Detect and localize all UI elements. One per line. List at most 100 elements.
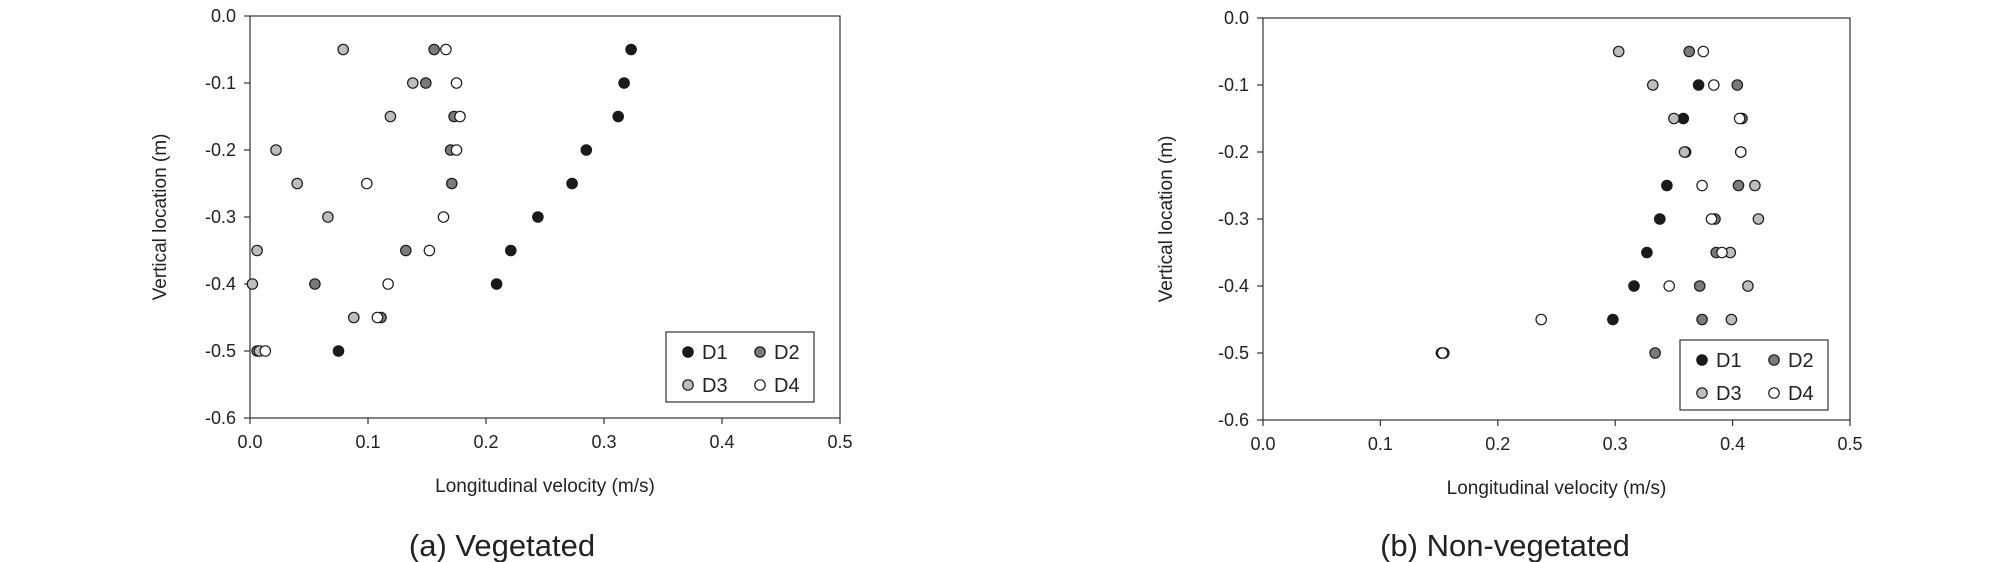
data-point-d1 bbox=[490, 278, 503, 290]
data-point-d4 bbox=[1735, 146, 1747, 158]
series-d3 bbox=[1438, 45, 1765, 359]
y-tick-label: 0.0 bbox=[1224, 8, 1249, 28]
x-tick-label: 0.4 bbox=[1720, 434, 1745, 454]
data-point-d4 bbox=[1697, 45, 1710, 58]
data-point-d1 bbox=[612, 110, 624, 123]
data-point-d4 bbox=[423, 244, 436, 257]
data-point-d4 bbox=[1535, 313, 1547, 326]
series-d4 bbox=[259, 43, 466, 357]
y-tick-label: -0.3 bbox=[205, 207, 236, 227]
legend-label-d4: D4 bbox=[774, 375, 800, 397]
x-tick-label: 0.2 bbox=[1485, 434, 1510, 454]
data-point-d3 bbox=[1725, 313, 1738, 326]
data-point-d3 bbox=[384, 110, 397, 123]
legend-label-d2: D2 bbox=[1788, 350, 1814, 372]
data-point-d3 bbox=[1749, 179, 1761, 192]
y-tick-label: -0.6 bbox=[205, 408, 236, 428]
data-point-d1 bbox=[504, 244, 517, 257]
data-point-d3 bbox=[270, 144, 282, 156]
data-point-d4 bbox=[382, 278, 394, 290]
data-point-d4 bbox=[1708, 79, 1720, 91]
legend-marker-d2 bbox=[1768, 354, 1780, 366]
x-tick-label: 0.3 bbox=[591, 432, 616, 452]
data-point-d4 bbox=[259, 345, 272, 357]
data-point-d4 bbox=[454, 110, 466, 123]
data-point-d3 bbox=[1678, 146, 1691, 158]
data-point-d3 bbox=[322, 211, 334, 223]
data-point-d2 bbox=[1696, 313, 1708, 326]
data-point-d1 bbox=[532, 211, 544, 223]
legend-marker-d1 bbox=[1696, 354, 1708, 366]
data-point-d2 bbox=[1683, 45, 1695, 58]
legend-marker-d2 bbox=[754, 346, 766, 358]
data-point-d4 bbox=[1663, 280, 1675, 292]
x-tick-label: 0.2 bbox=[473, 432, 498, 452]
data-point-d4 bbox=[1733, 112, 1746, 125]
data-point-d2 bbox=[1731, 79, 1744, 91]
chart-panel-b: 0.0 0.1 0.2 0.3 0.4 0.5 0.0 -0.1 -0.2 -0.3 -0.4 -0.… bbox=[1156, 8, 1863, 562]
legend-label-d3: D3 bbox=[1716, 383, 1742, 405]
series-d2 bbox=[1649, 45, 1748, 359]
y-tick-label: -0.4 bbox=[1218, 276, 1249, 296]
panel-caption: (a) Vegetated bbox=[409, 528, 595, 562]
y-tick-label: -0.4 bbox=[205, 274, 236, 294]
y-tick-label: -0.1 bbox=[205, 73, 236, 93]
legend-marker-d3 bbox=[1696, 387, 1708, 399]
x-tick-label: 0.0 bbox=[237, 432, 262, 452]
data-point-d1 bbox=[618, 77, 630, 89]
legend-box bbox=[665, 331, 815, 403]
y-tick-label: -0.6 bbox=[1218, 410, 1249, 430]
data-point-d2 bbox=[399, 244, 412, 257]
data-point-d4 bbox=[437, 211, 450, 223]
data-point-d1 bbox=[1641, 246, 1653, 259]
x-axis-title: Longitudinal velocity (m/s) bbox=[1447, 478, 1667, 499]
data-point-d4 bbox=[1716, 246, 1728, 259]
y-tick-label: 0.0 bbox=[211, 6, 236, 26]
data-point-d3 bbox=[291, 177, 303, 190]
series-d2 bbox=[251, 43, 460, 357]
data-point-d1 bbox=[332, 345, 345, 357]
data-point-d3 bbox=[251, 244, 263, 257]
series-d1 bbox=[332, 43, 637, 357]
series-d1 bbox=[1435, 79, 1705, 359]
data-point-d4 bbox=[371, 311, 384, 324]
x-tick-label: 0.1 bbox=[355, 432, 380, 452]
data-point-d2 bbox=[1649, 347, 1661, 359]
data-point-d1 bbox=[580, 144, 593, 156]
x-tick-label: 0.3 bbox=[1603, 434, 1628, 454]
y-axis-title: Vertical location (m) bbox=[150, 134, 171, 301]
x-tick-label: 0.1 bbox=[1368, 434, 1393, 454]
data-point-d1 bbox=[566, 177, 578, 190]
legend-marker-d1 bbox=[682, 346, 694, 358]
legend-label-d1: D1 bbox=[702, 342, 728, 364]
data-point-d2 bbox=[428, 43, 440, 56]
chart-panel-a: 0.0 0.1 0.2 0.3 0.4 0.5 0.0 -0.1 -0.2 -0.3 -0.4 -0.… bbox=[150, 6, 853, 562]
panel-caption: (b) Non-vegetated bbox=[1380, 528, 1630, 562]
data-point-d3 bbox=[1668, 112, 1680, 125]
legend-marker-d4 bbox=[754, 379, 766, 391]
series-d4 bbox=[1436, 45, 1747, 359]
x-axis-title: Longitudinal velocity (m/s) bbox=[435, 476, 655, 497]
data-point-d2 bbox=[1732, 179, 1745, 192]
data-point-d2 bbox=[1693, 280, 1706, 292]
y-tick-label: -0.5 bbox=[1218, 343, 1249, 363]
legend-marker-d4 bbox=[1768, 387, 1780, 399]
series-d3 bbox=[246, 43, 419, 357]
data-point-d3 bbox=[1742, 280, 1754, 292]
data-point-d3 bbox=[406, 77, 419, 89]
y-tick-label: -0.2 bbox=[205, 140, 236, 160]
data-point-d2 bbox=[309, 278, 321, 290]
y-tick-label: -0.5 bbox=[205, 341, 236, 361]
data-point-d3 bbox=[246, 278, 259, 290]
data-point-d4 bbox=[450, 144, 463, 156]
data-point-d3 bbox=[1647, 79, 1659, 91]
data-point-d2 bbox=[419, 77, 432, 89]
legend-label-d2: D2 bbox=[774, 342, 800, 364]
legend: D1 D2 D3 D4 bbox=[1679, 339, 1829, 411]
data-point-d1 bbox=[625, 43, 637, 56]
data-point-d3 bbox=[337, 43, 349, 56]
data-point-d1 bbox=[1692, 79, 1705, 91]
y-tick-label: -0.2 bbox=[1218, 142, 1249, 162]
legend-label-d4: D4 bbox=[1788, 383, 1814, 405]
